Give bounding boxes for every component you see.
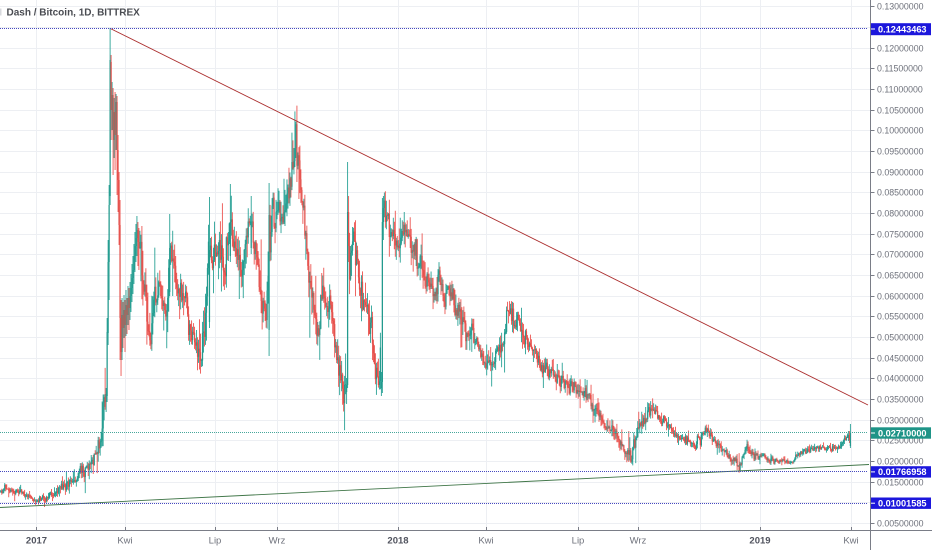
svg-text:0.10500000: 0.10500000 bbox=[877, 106, 924, 116]
svg-text:0.06000000: 0.06000000 bbox=[877, 292, 924, 302]
svg-text:0.11500000: 0.11500000 bbox=[877, 64, 923, 74]
svg-text:Kwi: Kwi bbox=[478, 536, 493, 547]
svg-text:Kwi: Kwi bbox=[117, 536, 132, 547]
svg-text:0.10000000: 0.10000000 bbox=[877, 126, 924, 136]
svg-text:0.13000000: 0.13000000 bbox=[877, 2, 924, 12]
svg-text:Kwi: Kwi bbox=[843, 536, 858, 547]
svg-text:Wrz: Wrz bbox=[630, 536, 647, 547]
svg-text:Lip: Lip bbox=[209, 536, 222, 547]
svg-text:0.08000000: 0.08000000 bbox=[877, 209, 924, 219]
svg-text:0.07500000: 0.07500000 bbox=[877, 230, 924, 240]
svg-text:0.00500000: 0.00500000 bbox=[877, 519, 924, 529]
svg-text:0.09000000: 0.09000000 bbox=[877, 168, 924, 178]
svg-text:0.01500000: 0.01500000 bbox=[877, 478, 924, 488]
svg-text:0.01001585: 0.01001585 bbox=[878, 499, 927, 509]
svg-text:0.02500000: 0.02500000 bbox=[877, 436, 924, 446]
svg-text:0.04500000: 0.04500000 bbox=[877, 354, 924, 364]
svg-text:0.03500000: 0.03500000 bbox=[877, 395, 924, 405]
svg-text:2018: 2018 bbox=[387, 536, 408, 547]
svg-text:2019: 2019 bbox=[749, 536, 770, 547]
svg-text:0.02000000: 0.02000000 bbox=[877, 457, 924, 467]
svg-text:0.07000000: 0.07000000 bbox=[877, 250, 924, 260]
svg-text:Lip: Lip bbox=[572, 536, 585, 547]
svg-text:0.04000000: 0.04000000 bbox=[877, 374, 924, 384]
svg-text:0.05000000: 0.05000000 bbox=[877, 333, 924, 343]
svg-text:0.11000000: 0.11000000 bbox=[877, 85, 923, 95]
svg-text:0.12000000: 0.12000000 bbox=[877, 44, 924, 54]
svg-text:0.02710000: 0.02710000 bbox=[878, 428, 927, 438]
svg-text:0.05500000: 0.05500000 bbox=[877, 312, 924, 322]
svg-text:0.12443463: 0.12443463 bbox=[878, 24, 927, 34]
svg-text:0.08500000: 0.08500000 bbox=[877, 188, 924, 198]
svg-text:Wrz: Wrz bbox=[269, 536, 286, 547]
svg-text:0.01766958: 0.01766958 bbox=[878, 467, 927, 477]
svg-text:2017: 2017 bbox=[26, 536, 47, 547]
svg-text:0.06500000: 0.06500000 bbox=[877, 271, 924, 281]
svg-text:Dash / Bitcoin, 1D, BITTREX: Dash / Bitcoin, 1D, BITTREX bbox=[7, 8, 141, 19]
svg-text:0.03000000: 0.03000000 bbox=[877, 416, 924, 426]
svg-text:0.09500000: 0.09500000 bbox=[877, 147, 924, 157]
